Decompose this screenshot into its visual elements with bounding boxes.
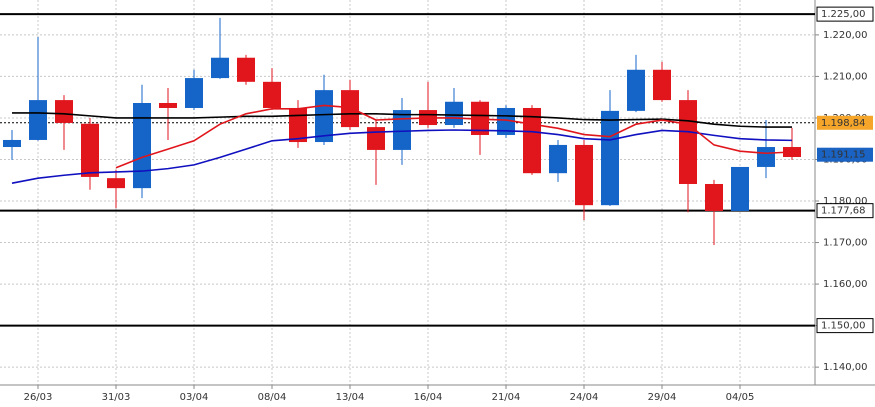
- candle-body: [3, 139, 21, 148]
- x-tick-label: 16/04: [414, 392, 443, 403]
- x-tick-label: 03/04: [180, 392, 209, 403]
- candle-body: [367, 127, 385, 150]
- y-tick-label: 1.140,00: [823, 362, 868, 373]
- x-tick-label: 21/04: [492, 392, 521, 403]
- candle-body: [705, 183, 723, 211]
- marker-label: 1.191,15: [821, 150, 866, 161]
- level-label-box: [816, 6, 874, 22]
- candle-body: [133, 102, 151, 189]
- y-tick-label: 1.160,00: [823, 279, 868, 290]
- marker-label-box: [817, 147, 873, 162]
- candle-body: [549, 144, 567, 174]
- candle-body: [211, 57, 229, 79]
- candle-body: [341, 90, 359, 128]
- candle-body: [289, 107, 307, 143]
- candle-body: [627, 69, 645, 111]
- candle-body: [185, 78, 203, 108]
- candle-body: [315, 90, 333, 143]
- x-tick-label: 31/03: [102, 392, 131, 403]
- y-tick-label: 1.180,00: [823, 196, 868, 207]
- marker-label-box: [817, 115, 873, 130]
- candle-body: [497, 107, 515, 135]
- candle-body: [575, 144, 593, 206]
- candle-body: [653, 69, 671, 101]
- x-tick-label: 26/03: [24, 392, 53, 403]
- candle-body: [445, 101, 463, 126]
- x-tick-label: 13/04: [336, 392, 365, 403]
- level-label: 1.225,00: [821, 9, 866, 20]
- candle-body: [731, 166, 749, 211]
- candle-body: [263, 81, 281, 108]
- level-label: 1.177,68: [821, 206, 866, 217]
- candle-body: [757, 147, 775, 167]
- x-tick-label: 08/04: [258, 392, 287, 403]
- candle-body: [107, 178, 125, 189]
- candle-body: [81, 123, 99, 177]
- marker-label: 1.198,84: [821, 118, 866, 129]
- level-label-box: [816, 318, 874, 334]
- x-tick-label: 04/05: [726, 392, 755, 403]
- x-tick-label: 29/04: [648, 392, 677, 403]
- candle-body: [601, 110, 619, 206]
- candle-body: [237, 57, 255, 82]
- candle-body: [159, 102, 177, 108]
- candle-body: [393, 110, 411, 150]
- level-label: 1.150,00: [821, 321, 866, 332]
- y-tick-label: 1.210,00: [823, 71, 868, 82]
- candle-body: [55, 100, 73, 123]
- level-label-box: [816, 203, 874, 219]
- candle-body: [679, 100, 697, 184]
- moving-average: [11, 129, 793, 184]
- candle-body: [29, 100, 47, 140]
- candle-body: [471, 101, 489, 135]
- y-tick-label: 1.170,00: [823, 238, 868, 249]
- y-tick-label: 1.220,00: [823, 30, 868, 41]
- moving-average: [115, 104, 793, 169]
- moving-average: [12, 112, 792, 128]
- x-tick-label: 24/04: [570, 392, 599, 403]
